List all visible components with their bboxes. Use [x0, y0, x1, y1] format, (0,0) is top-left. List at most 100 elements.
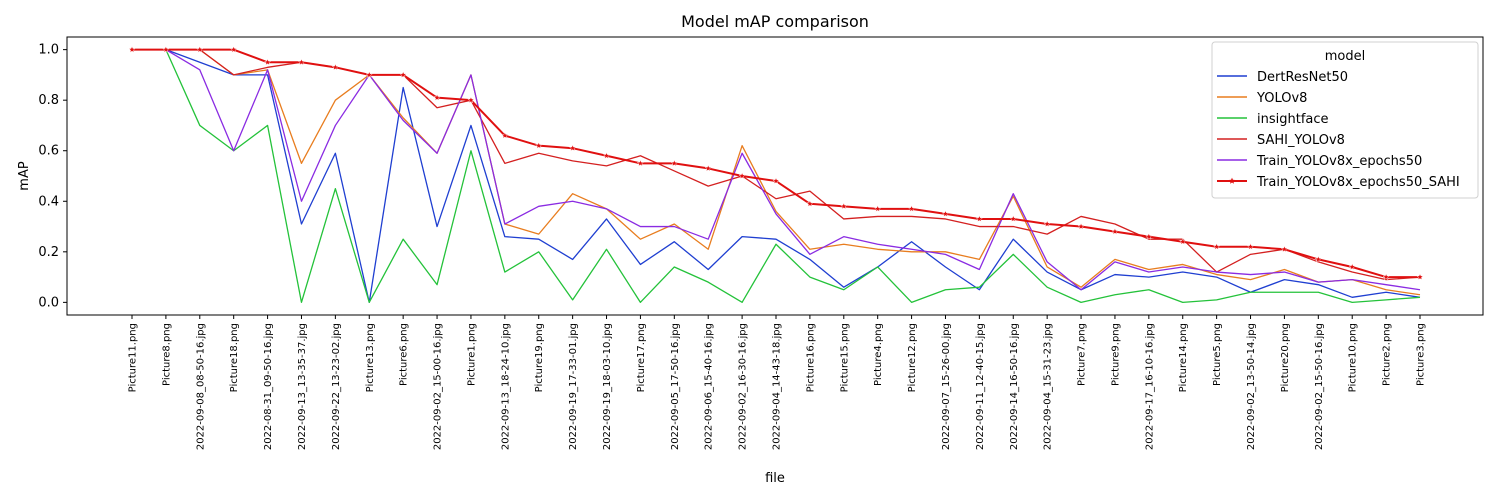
x-tick-label: 2022-09-02_13-50-14.jpg: [1246, 323, 1257, 450]
x-tick-label: Picture11.png: [128, 323, 139, 392]
legend-label: SAHI_YOLOv8: [1257, 133, 1345, 148]
data-point-marker: [738, 172, 746, 180]
y-axis-label: mAP: [17, 161, 32, 191]
x-tick-label: Picture4.png: [873, 323, 884, 386]
x-tick-label: 2022-09-17_16-10-16.jpg: [1144, 323, 1155, 450]
y-tick-label: 0.4: [38, 194, 59, 209]
series-line-2: [132, 48, 1421, 304]
x-tick-label: Picture15.png: [839, 323, 850, 392]
legend-box: [1211, 41, 1479, 199]
x-tick-label: 2022-09-08_08-50-16.jpg: [195, 323, 206, 450]
data-point-marker: [1314, 255, 1322, 263]
data-point-marker: [264, 58, 272, 66]
x-tick-label: Picture10.png: [1348, 323, 1359, 392]
x-tick-label: 2022-09-19_18-03-10.jpg: [602, 323, 613, 450]
x-tick-label: Picture16.png: [805, 323, 816, 392]
data-point-marker: [1382, 273, 1390, 281]
data-point-marker: [1111, 227, 1119, 235]
x-tick-label: Picture13.png: [365, 323, 376, 392]
data-point-marker: [569, 144, 577, 152]
data-point-marker: [399, 71, 407, 78]
y-axis: 0.0 0.2 0.4 0.6 0.8 1.0: [38, 43, 67, 310]
data-point-marker: [704, 164, 712, 172]
x-tick-label: 2022-09-04_14-43-18.jpg: [772, 323, 783, 450]
data-point-marker: [840, 202, 848, 210]
legend-label: Train_YOLOv8x_epochs50: [1256, 154, 1422, 169]
data-point-marker: [162, 45, 170, 53]
data-point-marker: [874, 205, 882, 212]
data-point-marker: [806, 200, 814, 207]
y-tick-label: 0.8: [38, 93, 59, 108]
x-tick-label: Picture18.png: [229, 323, 240, 392]
x-tick-label: 2022-09-04_15-31-23.jpg: [1043, 323, 1054, 450]
x-tick-label: Picture2.png: [1382, 323, 1393, 386]
y-tick-label: 0.0: [38, 295, 59, 310]
data-point-marker: [670, 159, 678, 167]
data-point-marker: [941, 210, 950, 217]
plot-frame: [66, 36, 1484, 316]
x-tick-label: 2022-09-22_13-23-02.jpg: [331, 323, 342, 450]
x-tick-label: 2022-09-13_18-24-10.jpg: [500, 323, 511, 450]
data-point-marker: [1280, 245, 1288, 253]
legend-label: YOLOv8: [1256, 91, 1307, 106]
legend-label: Train_YOLOv8x_epochs50_SAHI: [1256, 175, 1460, 190]
x-tick-label: Picture17.png: [636, 323, 647, 392]
x-axis-label: file: [765, 471, 785, 486]
data-point-marker: [602, 152, 611, 159]
x-tick-label: Picture7.png: [1077, 323, 1088, 386]
x-tick-label: Picture6.png: [399, 323, 410, 386]
data-point-marker: [1077, 222, 1085, 230]
chart-title: Model mAP comparison: [681, 12, 869, 31]
x-tick-label: Picture14.png: [1178, 323, 1189, 392]
data-point-marker: [501, 131, 509, 139]
data-point-marker: [230, 45, 238, 53]
data-point-marker: [908, 205, 916, 212]
data-point-marker: [196, 45, 204, 53]
x-tick-label: Picture12.png: [907, 323, 918, 392]
legend-label: insightface: [1257, 112, 1329, 127]
x-tick-label: Picture8.png: [161, 323, 172, 386]
x-tick-label: 2022-09-07_15-26-00.jpg: [941, 323, 952, 450]
data-point-marker: [1179, 237, 1187, 245]
legend: model DertResNet50 YOLOv8 insightface SAHI_…: [1211, 41, 1479, 199]
x-tick-label: Picture3.png: [1416, 323, 1427, 386]
legend-marker: [1228, 177, 1236, 184]
x-tick-label: 2022-09-02_15-00-16.jpg: [433, 323, 444, 450]
series-line-1: [132, 48, 1421, 296]
data-point-marker: [467, 96, 475, 104]
data-point-marker: [128, 45, 136, 53]
series-lines: [128, 45, 1424, 304]
x-tick-label: 2022-09-11_12-40-15.jpg: [975, 323, 986, 450]
data-point-marker: [331, 63, 339, 71]
x-tick-label: 2022-09-19_17-33-01.jpg: [568, 323, 579, 450]
data-point-marker: [297, 58, 306, 66]
y-tick-label: 0.2: [38, 245, 59, 260]
data-point-marker: [772, 177, 780, 185]
data-point-marker: [636, 159, 644, 167]
x-tick-label: Picture1.png: [466, 323, 477, 386]
data-point-marker: [975, 215, 983, 222]
series-line-0: [132, 48, 1421, 304]
y-tick-label: 1.0: [38, 43, 59, 58]
data-point-marker: [535, 141, 543, 149]
series-line-4: [132, 48, 1421, 291]
x-tick-label: Picture9.png: [1110, 323, 1121, 386]
x-tick-label: 2022-09-06_15-40-16.jpg: [704, 323, 715, 450]
legend-label: DertResNet50: [1257, 70, 1348, 85]
data-point-marker: [1416, 273, 1424, 281]
data-point-marker: [1043, 220, 1051, 228]
x-tick-label: Picture5.png: [1212, 323, 1223, 386]
x-tick-label: 2022-09-13_13-35-37.jpg: [297, 323, 308, 450]
legend-title: model: [1325, 49, 1365, 64]
x-axis: Picture11.png Picture8.png 2022-09-08_08-5…: [128, 315, 1427, 450]
x-tick-label: Picture20.png: [1280, 323, 1291, 392]
x-tick-label: 2022-09-02_16-30-16.jpg: [738, 323, 749, 450]
x-tick-label: 2022-09-14_16-50-16.jpg: [1009, 323, 1020, 450]
data-point-marker: [1246, 243, 1255, 250]
data-point-marker: [1213, 243, 1221, 250]
data-point-marker: [365, 71, 373, 78]
x-tick-label: 2022-09-05_17-50-16.jpg: [670, 323, 681, 450]
data-point-marker: [433, 93, 441, 101]
data-point-marker: [1348, 263, 1356, 270]
